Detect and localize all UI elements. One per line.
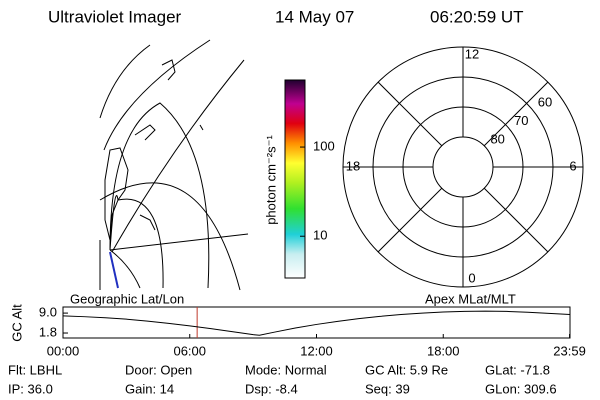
polar-spoke <box>377 187 443 253</box>
polar-theta-label: 12 <box>465 46 479 61</box>
colorbar-tick-label: 10 <box>313 228 327 243</box>
polar-ring-label: 70 <box>514 113 528 128</box>
status-field: Mode: Normal <box>245 362 327 377</box>
x-tick-label: 18:00 <box>427 343 460 358</box>
polar-spoke <box>483 187 549 253</box>
status-field: GLat: -71.8 <box>485 362 550 377</box>
altitude-line <box>62 310 571 336</box>
date: 14 May 07 <box>275 7 354 26</box>
map-grid <box>109 102 210 289</box>
colorbar <box>284 79 306 279</box>
y-axis-label: GC Alt <box>9 304 24 342</box>
status-field: Seq: 39 <box>365 381 410 396</box>
time: 06:20:59 UT <box>430 7 524 26</box>
title: Ultraviolet Imager <box>48 7 182 26</box>
y-tick-label: 1.8 <box>39 324 57 339</box>
status-field: IP: 36.0 <box>8 381 53 396</box>
polar-ring-label: 60 <box>538 94 552 109</box>
status-field: GC Alt: 5.9 Re <box>365 362 448 377</box>
polar-theta-label: 18 <box>346 158 360 173</box>
polar-spoke <box>377 81 443 147</box>
x-tick-label: 12:00 <box>300 343 333 358</box>
map-grid <box>111 59 245 253</box>
x-tick-label: 06:00 <box>173 343 206 358</box>
polar-theta-label: 0 <box>468 270 475 285</box>
map-grid <box>109 233 249 251</box>
x-tick-label: 23:59 <box>553 343 586 358</box>
x-tick-label: 00:00 <box>47 343 80 358</box>
right-label: Apex MLat/MLT <box>425 291 516 306</box>
map-grid <box>99 182 241 291</box>
y-tick-label: 9.0 <box>39 305 57 320</box>
map-grid <box>109 249 141 289</box>
left-label: Geographic Lat/Lon <box>70 291 184 306</box>
status-field: Gain: 14 <box>125 381 174 396</box>
status-field: Door: Open <box>125 362 192 377</box>
track <box>109 251 119 289</box>
polar-ring-label: 80 <box>490 131 504 146</box>
colorbar-label: photon cm⁻²s⁻¹ <box>263 135 278 225</box>
map <box>99 39 249 291</box>
polar-ring <box>432 136 494 198</box>
status-field: Flt: LBHL <box>8 362 62 377</box>
polar-theta-label: 6 <box>569 158 576 173</box>
map-grid <box>103 39 211 151</box>
polar-spoke <box>483 81 549 147</box>
colorbar-tick-label: 100 <box>313 138 335 153</box>
coastline <box>104 147 129 241</box>
status-field: Dsp: -8.4 <box>245 381 298 396</box>
status-field: GLon: 309.6 <box>485 381 557 396</box>
map-grid <box>99 44 151 119</box>
coastline <box>134 59 204 231</box>
